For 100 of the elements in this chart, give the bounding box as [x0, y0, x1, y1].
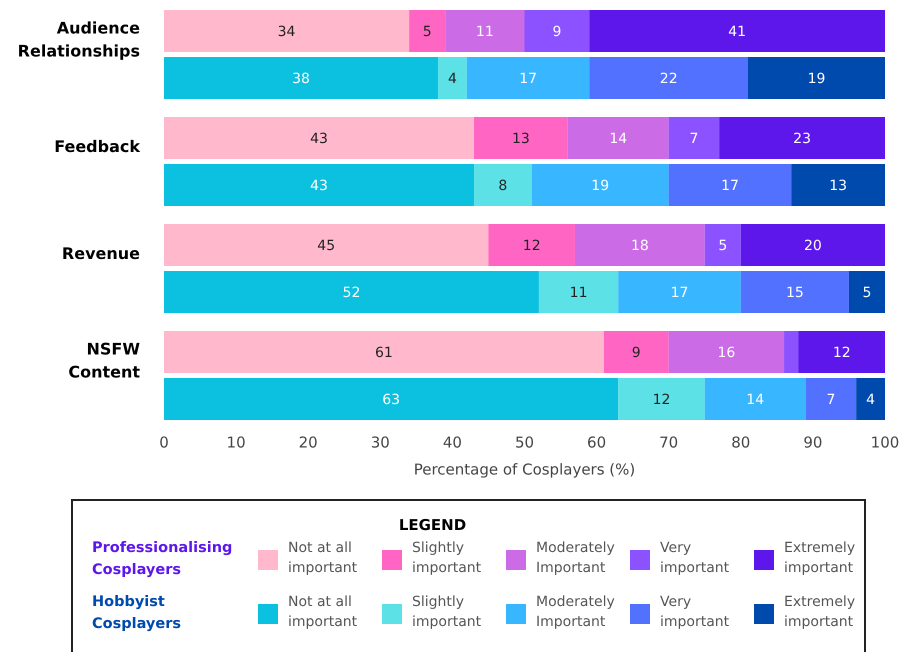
x-tick-label: 40 [442, 433, 462, 452]
data-label: 7 [689, 130, 698, 147]
bar [589, 57, 748, 99]
data-label: 45 [317, 238, 336, 254]
bar [474, 164, 532, 206]
bar [791, 164, 885, 206]
bar [668, 117, 720, 159]
x-tick-label: 30 [370, 433, 390, 452]
x-tick-label: 90 [803, 433, 822, 452]
data-label: 11 [476, 24, 494, 40]
legend-label: Very important [660, 540, 730, 576]
data-label: 7 [826, 392, 836, 408]
bar [668, 331, 784, 373]
bar [704, 378, 806, 420]
legend-label: Not at all important [288, 540, 358, 576]
y-tick-label: NSFW Content [68, 340, 140, 382]
x-tick-label: 50 [514, 433, 534, 452]
bar [466, 57, 590, 99]
bar [488, 224, 575, 266]
bar [604, 331, 669, 373]
legend-label: Extremely important [784, 540, 856, 576]
bar [568, 117, 669, 159]
data-label: 61 [374, 344, 393, 361]
bar [409, 10, 446, 52]
bar [438, 57, 467, 99]
bar [704, 224, 741, 266]
bar [784, 331, 798, 373]
x-tick-label: 10 [226, 433, 246, 452]
bar [164, 164, 474, 206]
x-tick-label: 100 [870, 433, 900, 452]
data-label: 41 [728, 24, 746, 40]
data-label: 4 [448, 70, 457, 87]
bar [164, 378, 618, 420]
data-label: 13 [512, 130, 530, 147]
legend-title: LEGEND [398, 516, 466, 534]
x-tick-label: 20 [298, 433, 318, 452]
bar [538, 271, 618, 313]
data-label: 34 [278, 24, 296, 40]
data-label: 23 [793, 130, 811, 147]
x-tick-label: 0 [159, 433, 169, 452]
bar [806, 378, 856, 420]
data-label: 52 [342, 284, 360, 301]
legend-label: Extremely important [784, 594, 856, 630]
bar [740, 224, 885, 266]
data-label: 9 [552, 24, 562, 40]
legend-label: Moderately Important [536, 594, 615, 630]
data-label: 13 [829, 178, 848, 194]
bar [668, 164, 792, 206]
bar [524, 10, 590, 52]
data-label: 15 [786, 284, 804, 301]
data-label: 12 [832, 344, 851, 361]
bar [740, 271, 849, 313]
bar [856, 378, 885, 420]
legend-label: Not at all important [288, 594, 358, 630]
bar [719, 117, 885, 159]
bar [748, 57, 885, 99]
legend-label: Very important [660, 594, 730, 630]
data-label: 12 [522, 238, 541, 254]
legend-label: Slightly important [412, 540, 482, 576]
bar [574, 224, 705, 266]
bar [445, 10, 524, 52]
data-label: 20 [804, 238, 822, 254]
x-tick-label: 60 [587, 433, 606, 452]
x-tick-label: 80 [731, 433, 750, 452]
bar [532, 164, 669, 206]
bar [848, 271, 885, 313]
bar [164, 331, 604, 373]
bar [164, 10, 410, 52]
bar [618, 378, 705, 420]
data-label: 63 [382, 392, 400, 408]
bar [618, 271, 741, 313]
data-label: 43 [310, 130, 328, 147]
data-label: 5 [718, 238, 728, 254]
data-label: 4 [866, 392, 876, 408]
bar [164, 271, 539, 313]
legend-label: Moderately Important [536, 540, 615, 576]
data-label: 18 [630, 238, 649, 254]
data-label: 17 [519, 70, 538, 87]
data-label: 38 [292, 70, 310, 87]
data-label: 9 [632, 344, 641, 361]
data-label: 14 [746, 392, 764, 408]
bar [798, 331, 885, 373]
text: Professionalising Cosplayers [92, 540, 232, 578]
data-label: 22 [660, 70, 678, 87]
data-label: 11 [570, 284, 588, 301]
bar [164, 57, 438, 99]
y-tick-label: Revenue [62, 244, 140, 263]
data-label: 16 [717, 344, 736, 361]
bar [474, 117, 568, 159]
x-tick-label: 70 [659, 433, 678, 452]
data-label: 19 [591, 178, 610, 194]
data-label: 17 [670, 284, 688, 301]
y-tick-label: Audience Relationships [18, 18, 140, 60]
data-label: 5 [422, 24, 432, 40]
data-label: 17 [721, 178, 739, 194]
data-label: 8 [498, 178, 508, 194]
data-label: 19 [808, 70, 826, 87]
data-label: 5 [862, 284, 872, 301]
x-axis-title: Percentage of Cosplayers (%) [414, 460, 636, 478]
data-label: 43 [310, 178, 328, 194]
